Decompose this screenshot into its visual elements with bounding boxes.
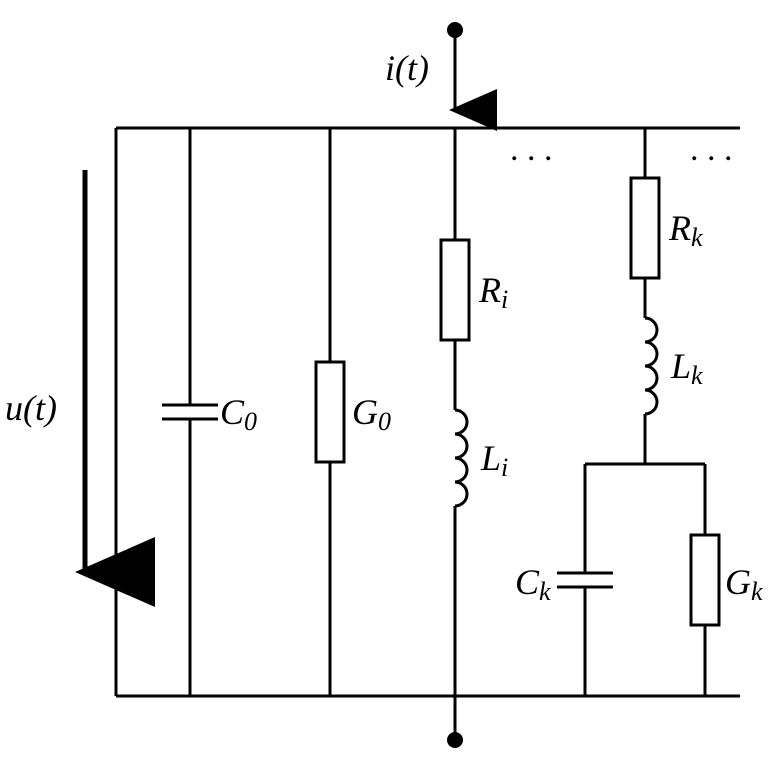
gk-label: Gk: [725, 562, 763, 606]
ri-label: Ri: [478, 270, 508, 314]
i-t-label: i(t): [385, 48, 429, 88]
u-t-label: u(t): [5, 388, 57, 428]
svg-text:. . .: . . .: [690, 131, 733, 168]
svg-text:. . .: . . .: [510, 131, 553, 168]
lk-label: Lk: [670, 346, 703, 390]
g0-label: G0: [352, 392, 391, 436]
c0-label: C0: [220, 392, 257, 436]
circuit-diagram: i(t) u(t) C0 G0 Ri Li . . . . . . Rk Lk Ck Gk: [0, 0, 771, 771]
ck-label: Ck: [515, 562, 551, 606]
rk-label: Rk: [668, 208, 703, 252]
li-label: Li: [480, 438, 508, 482]
